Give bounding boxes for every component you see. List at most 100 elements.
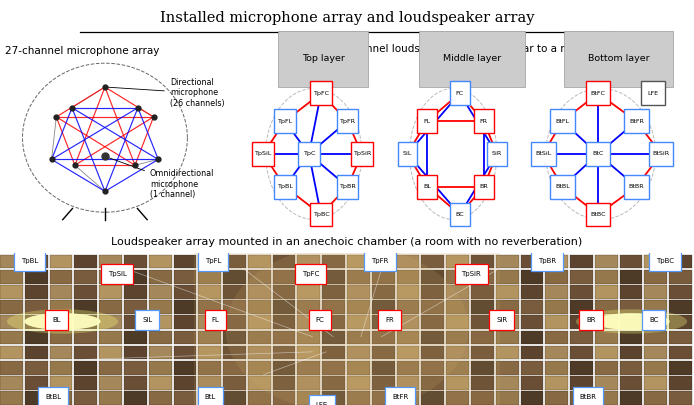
Bar xyxy=(446,285,469,299)
Bar xyxy=(496,270,518,284)
Bar xyxy=(570,391,593,405)
Text: Middle layer: Middle layer xyxy=(443,54,501,64)
Bar xyxy=(124,391,146,405)
Bar xyxy=(322,330,345,344)
Bar xyxy=(396,361,419,375)
Bar xyxy=(645,270,667,284)
Bar xyxy=(223,330,246,344)
Bar xyxy=(298,346,320,360)
Bar xyxy=(595,376,618,390)
Bar xyxy=(198,255,221,269)
Bar xyxy=(595,270,618,284)
Bar xyxy=(421,315,444,329)
Bar xyxy=(223,255,246,269)
Bar xyxy=(0,270,23,284)
Bar xyxy=(545,391,568,405)
Bar xyxy=(595,330,618,344)
Bar xyxy=(273,391,296,405)
Bar xyxy=(223,376,246,390)
Bar xyxy=(372,376,395,390)
Bar xyxy=(124,255,146,269)
Bar xyxy=(49,361,72,375)
Bar xyxy=(421,285,444,299)
Bar xyxy=(471,376,493,390)
Bar xyxy=(174,361,196,375)
Bar xyxy=(124,315,146,329)
Bar xyxy=(174,346,196,360)
Bar xyxy=(446,255,469,269)
Bar xyxy=(149,300,171,314)
Bar xyxy=(545,300,568,314)
Bar xyxy=(248,315,271,329)
Bar xyxy=(520,376,543,390)
Bar xyxy=(248,270,271,284)
Bar xyxy=(396,391,419,405)
Bar xyxy=(124,270,146,284)
Bar xyxy=(396,270,419,284)
Text: BtL: BtL xyxy=(205,394,216,401)
Bar xyxy=(198,315,221,329)
Text: SiR: SiR xyxy=(492,151,502,156)
Bar xyxy=(471,255,493,269)
Bar xyxy=(446,361,469,375)
Bar xyxy=(322,285,345,299)
Text: 26.1 multi-channel loudspeaker layout, similar to a microphone array: 26.1 multi-channel loudspeaker layout, s… xyxy=(290,44,654,54)
Bar xyxy=(273,270,296,284)
Bar xyxy=(421,255,444,269)
Bar xyxy=(620,361,643,375)
Bar xyxy=(174,270,196,284)
Bar xyxy=(223,315,246,329)
Text: TpFL: TpFL xyxy=(205,258,221,264)
Bar xyxy=(595,285,618,299)
FancyBboxPatch shape xyxy=(474,109,493,133)
Bar xyxy=(0,376,23,390)
Text: Bottom layer: Bottom layer xyxy=(588,54,650,64)
Bar xyxy=(645,285,667,299)
Bar xyxy=(669,346,692,360)
Circle shape xyxy=(7,309,118,334)
Bar xyxy=(322,315,345,329)
FancyBboxPatch shape xyxy=(253,142,274,166)
Bar xyxy=(570,346,593,360)
Bar xyxy=(645,391,667,405)
Bar xyxy=(446,315,469,329)
FancyBboxPatch shape xyxy=(274,175,296,198)
Bar xyxy=(49,315,72,329)
FancyBboxPatch shape xyxy=(586,142,610,166)
Text: BtC: BtC xyxy=(593,151,604,156)
Bar xyxy=(520,255,543,269)
Bar xyxy=(471,285,493,299)
Bar xyxy=(446,300,469,314)
Bar xyxy=(669,391,692,405)
Bar xyxy=(124,330,146,344)
Bar xyxy=(520,361,543,375)
Bar xyxy=(347,346,370,360)
Text: BL: BL xyxy=(52,317,60,323)
Bar xyxy=(273,300,296,314)
FancyBboxPatch shape xyxy=(398,142,417,166)
Bar xyxy=(595,346,618,360)
Bar xyxy=(669,255,692,269)
Bar xyxy=(372,361,395,375)
Bar xyxy=(149,285,171,299)
Bar xyxy=(25,270,48,284)
Bar xyxy=(248,255,271,269)
FancyBboxPatch shape xyxy=(586,202,610,226)
Bar xyxy=(347,315,370,329)
Bar xyxy=(124,346,146,360)
Bar xyxy=(49,376,72,390)
Bar xyxy=(149,315,171,329)
Bar xyxy=(520,315,543,329)
Bar xyxy=(99,391,122,405)
Text: LFE: LFE xyxy=(648,91,659,96)
Bar xyxy=(595,255,618,269)
Bar xyxy=(496,330,518,344)
Text: BtFC: BtFC xyxy=(591,91,605,96)
Bar xyxy=(174,255,196,269)
Bar xyxy=(620,300,643,314)
Bar xyxy=(322,270,345,284)
Bar xyxy=(347,376,370,390)
Bar xyxy=(620,391,643,405)
FancyBboxPatch shape xyxy=(649,142,673,166)
Bar xyxy=(0,285,23,299)
